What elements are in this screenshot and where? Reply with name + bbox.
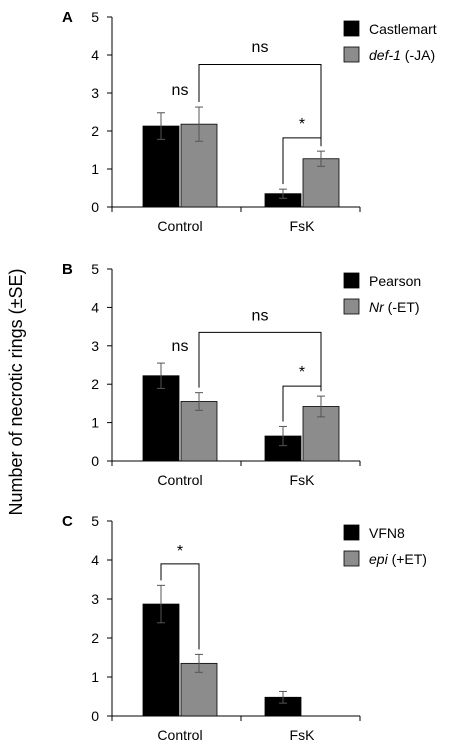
significance-bracket: [282, 385, 322, 422]
panel-label: A: [62, 9, 73, 26]
y-tick-label: 2: [91, 123, 99, 139]
y-tick-label: 2: [91, 376, 99, 392]
y-tick-label: 1: [91, 415, 99, 431]
significance-bracket: [282, 137, 322, 185]
y-tick-label: 0: [91, 453, 99, 469]
legend-swatch: [343, 20, 360, 37]
significance-label: ns: [172, 338, 189, 355]
legend-swatch: [343, 298, 360, 315]
panel-a: A 0 1 2 3 4 5 Control FsK ns ns * Castlemart def-1 (-…: [62, 9, 437, 234]
y-tick-label: 2: [91, 630, 99, 646]
y-tick-label: 0: [91, 708, 99, 724]
panel-label: C: [62, 513, 73, 530]
significance-label: ns: [252, 39, 269, 56]
legend-swatch: [343, 46, 360, 63]
y-tick-label: 4: [91, 552, 99, 568]
y-tick-label: 0: [91, 199, 99, 215]
chart-panels: A 0 1 2 3 4 5 Control FsK ns ns * Castlemart def-1 (-…: [62, 9, 437, 743]
legend-swatch: [343, 272, 360, 289]
legend-label: VFN8: [369, 525, 405, 541]
significance-bracket: [160, 563, 200, 650]
y-tick-label: 4: [91, 47, 99, 63]
significance-label: *: [299, 364, 305, 381]
y-tick-label: 5: [91, 261, 99, 277]
y-tick-label: 1: [91, 161, 99, 177]
significance-label: ns: [252, 308, 269, 325]
y-tick-label: 3: [91, 338, 99, 354]
panel-b: B 0 1 2 3 4 5 Control FsK ns ns * Pearson Nr (-ET): [62, 261, 421, 488]
y-axis-label: Number of necrotic rings (±SE): [6, 269, 26, 516]
legend-swatch: [343, 550, 360, 567]
bar: [142, 375, 180, 462]
y-tick-label: 3: [91, 85, 99, 101]
significance-label: *: [299, 116, 305, 133]
significance-label: ns: [172, 82, 189, 99]
x-category-label: FsK: [290, 727, 316, 743]
legend-label: epi (+ET): [369, 551, 427, 567]
legend-swatch: [343, 524, 360, 541]
bar: [180, 662, 218, 717]
x-category-label: Control: [157, 727, 202, 743]
legend-label: Pearson: [369, 273, 421, 289]
y-tick-label: 1: [91, 669, 99, 685]
significance-bracket: [198, 64, 322, 147]
significance-label: *: [177, 543, 183, 560]
x-category-label: Control: [157, 218, 202, 234]
y-tick-label: 5: [91, 9, 99, 25]
y-tick-label: 3: [91, 591, 99, 607]
legend-label: Nr (-ET): [369, 299, 420, 315]
bar: [180, 401, 218, 462]
panel-label: B: [62, 261, 73, 278]
legend-label: def-1 (-JA): [369, 47, 435, 63]
legend-label: Castlemart: [369, 21, 437, 37]
x-category-label: FsK: [290, 218, 316, 234]
x-category-label: FsK: [290, 472, 316, 488]
y-tick-label: 5: [91, 513, 99, 529]
panel-c: C 0 1 2 3 4 5 Control FsK * VFN8 epi (+ET): [62, 513, 427, 743]
significance-bracket: [198, 331, 322, 392]
y-tick-label: 4: [91, 299, 99, 315]
x-category-label: Control: [157, 472, 202, 488]
